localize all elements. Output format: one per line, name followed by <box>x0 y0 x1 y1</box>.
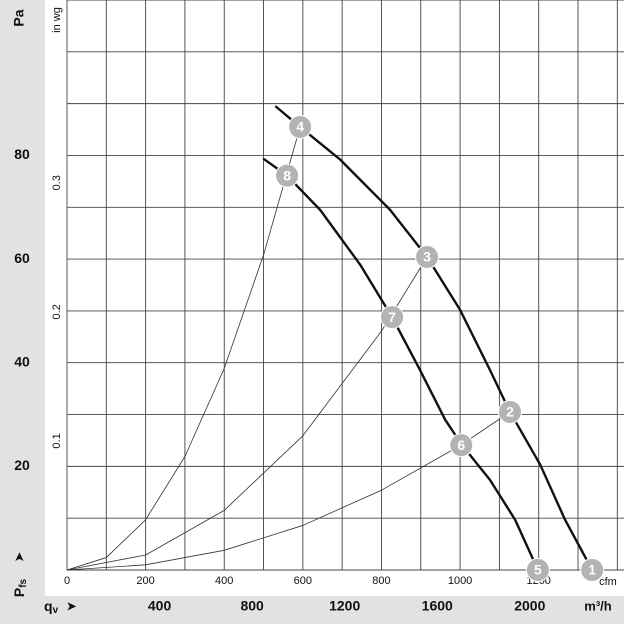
x-tick-label: 1000 <box>448 575 472 587</box>
y2-tick-label: 0.3 <box>51 175 63 190</box>
x-tick-label: 800 <box>372 575 390 587</box>
point-label: 6 <box>457 437 465 453</box>
x-tick-label: 0 <box>64 575 70 587</box>
x-axis-label: cfm <box>599 576 617 588</box>
plot <box>66 0 624 571</box>
curve <box>262 157 540 572</box>
point-label: 3 <box>423 249 431 265</box>
y-tick-label: 60 <box>14 250 30 266</box>
point-label: 5 <box>534 562 542 578</box>
bottom-band <box>0 596 624 624</box>
x-symbol: qv <box>44 598 59 616</box>
operating-point <box>449 433 474 458</box>
x-tick-label: 400 <box>215 575 233 587</box>
x-tick-label: 600 <box>294 575 312 587</box>
y-axis-label: Pa <box>11 9 27 26</box>
point-label: 2 <box>506 404 514 420</box>
y-tick-label: 40 <box>14 353 30 369</box>
y-tick-label: 20 <box>14 457 30 473</box>
curve <box>66 126 301 571</box>
x2-axis-label: m³/h <box>584 598 612 613</box>
operating-point <box>380 305 405 330</box>
y-arrow: ➤ <box>11 551 26 562</box>
y2-tick-label: 0.1 <box>51 433 63 448</box>
y2-tick-label: 0.2 <box>51 304 63 319</box>
point-label: 4 <box>296 119 304 135</box>
y2-axis-label: in wg <box>51 7 63 33</box>
operating-point <box>525 558 550 582</box>
operating-point <box>275 163 300 188</box>
operating-point <box>580 558 605 582</box>
x2-tick-label: 1600 <box>422 598 453 614</box>
x-arrow: ➤ <box>66 598 77 613</box>
y-symbol-sub: fs <box>18 578 29 587</box>
x2-tick-label: 2000 <box>514 598 545 614</box>
x2-tick-label: 400 <box>148 598 172 614</box>
curve <box>274 105 594 572</box>
y-tick-label: 80 <box>14 146 30 162</box>
point-label: 7 <box>388 309 396 325</box>
x-symbol-sub: v <box>53 605 59 616</box>
operating-point <box>498 399 523 424</box>
x2-tick-label: 800 <box>240 598 264 614</box>
y-symbol: Pfs <box>11 578 29 597</box>
point-label: 1 <box>588 562 596 578</box>
y-symbol-main: P <box>11 588 27 597</box>
point-label: 8 <box>283 167 291 183</box>
x2-tick-label: 1200 <box>329 598 360 614</box>
x-symbol-main: q <box>44 598 53 614</box>
operating-point <box>415 245 440 270</box>
operating-point <box>288 114 313 139</box>
x-tick-label: 200 <box>136 575 154 587</box>
left-band <box>0 0 45 624</box>
